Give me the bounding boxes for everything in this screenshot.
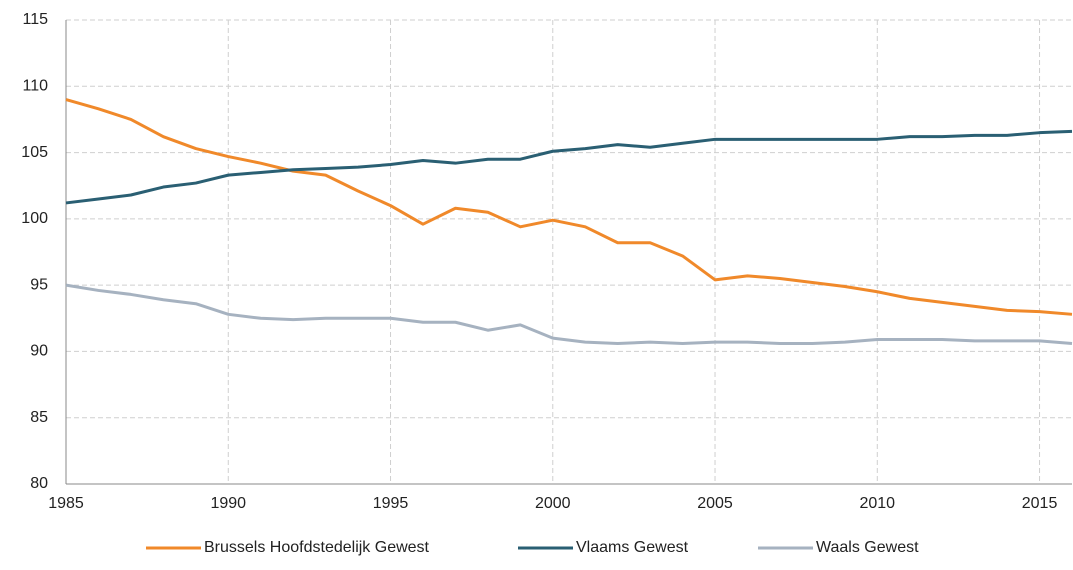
legend-label: Vlaams Gewest <box>576 539 689 556</box>
legend-label: Waals Gewest <box>816 539 919 556</box>
y-tick-label: 85 <box>30 409 48 426</box>
x-tick-label: 1995 <box>373 495 409 512</box>
series-line <box>65 129 1073 205</box>
y-tick-label: 110 <box>22 78 48 95</box>
y-tick-label: 105 <box>21 144 48 161</box>
x-tick-label: 1985 <box>48 495 84 512</box>
series-line <box>65 283 1073 345</box>
x-tick-label: 2015 <box>1022 495 1058 512</box>
y-tick-label: 115 <box>22 11 48 28</box>
x-tick-label: 2000 <box>535 495 571 512</box>
x-tick-label: 2010 <box>859 495 895 512</box>
y-tick-label: 95 <box>30 276 48 293</box>
x-tick-label: 1990 <box>210 495 246 512</box>
y-tick-label: 90 <box>30 343 48 360</box>
series-line <box>65 98 1073 316</box>
legend-label: Brussels Hoofdstedelijk Gewest <box>204 539 430 556</box>
x-tick-label: 2005 <box>697 495 733 512</box>
y-tick-label: 80 <box>30 475 48 492</box>
y-tick-label: 100 <box>21 210 48 227</box>
